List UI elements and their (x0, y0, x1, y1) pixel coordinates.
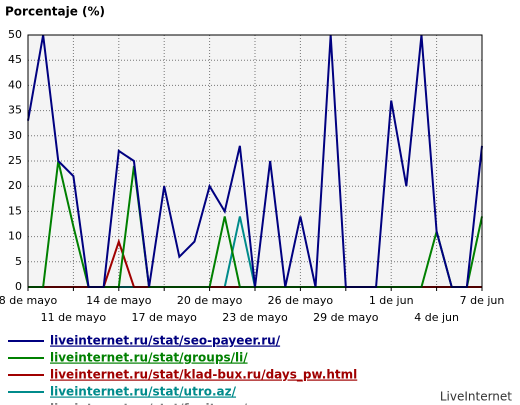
y-tick-label: 20 (8, 179, 22, 192)
y-tick-label: 15 (8, 204, 22, 217)
legend-entry[interactable]: liveinternet.ru/stat/groups/li/ (50, 351, 248, 365)
chart-title: Porcentaje (%) (5, 5, 105, 19)
y-tick-label: 45 (8, 53, 22, 66)
x-tick-label: 23 de mayo (222, 311, 288, 324)
legend-entry[interactable]: liveinternet.ru/stat/utro.az/ (50, 385, 237, 399)
x-tick-label: 14 de mayo (86, 294, 152, 307)
y-tick-label: 5 (15, 255, 22, 268)
y-tick-label: 25 (8, 154, 22, 167)
credit: LiveInternet (440, 390, 512, 404)
x-tick-label: 11 de mayo (41, 311, 107, 324)
y-tick-label: 50 (8, 28, 22, 41)
x-tick-label: 20 de mayo (177, 294, 243, 307)
x-tick-label: 26 de mayo (268, 294, 334, 307)
x-tick-label: 7 de jun (460, 294, 505, 307)
legend-entry[interactable]: liveinternet.ru/stat/seo-payeer.ru/ (50, 334, 281, 348)
x-tick-label: 1 de jun (369, 294, 414, 307)
y-tick-label: 10 (8, 230, 22, 243)
x-tick-label: 17 de mayo (131, 311, 197, 324)
legend-entry[interactable]: liveinternet.ru/stat/klad-bux.ru/days_pw… (50, 368, 357, 383)
x-tick-label: 4 de jun (414, 311, 459, 324)
x-tick-label: 8 de mayo (0, 294, 57, 307)
legend-entry[interactable]: liveinternet.ru/stat/fapit.org/ (50, 402, 248, 405)
y-tick-label: 35 (8, 104, 22, 117)
y-tick-label: 30 (8, 129, 22, 142)
y-tick-label: 40 (8, 78, 22, 91)
x-tick-label: 29 de mayo (313, 311, 379, 324)
y-tick-label: 0 (15, 280, 22, 293)
